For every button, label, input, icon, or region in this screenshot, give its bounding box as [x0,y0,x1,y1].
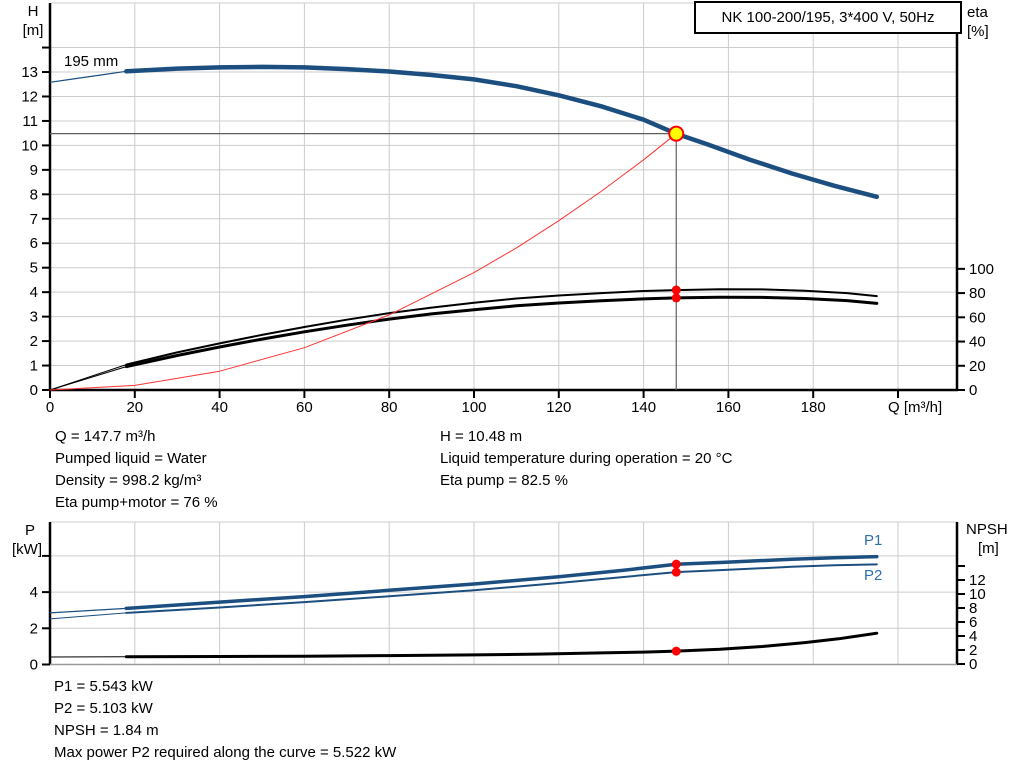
eta-pump-motor-curve [124,295,879,369]
pump-title-box: NK 100-200/195, 3*400 V, 50Hz [694,1,962,34]
y-right-axis-title: eta [967,4,989,21]
y-right-tick-label: 4 [969,628,977,645]
eta-pump-motor-thin-ext [49,366,127,391]
x-tick-label: 180 [801,399,826,416]
y-left-tick-label: 1 [30,358,38,375]
x-tick-label: 40 [211,399,228,416]
y-left-tick-label: 0 [30,382,38,399]
y-left-axis-title: [m] [23,22,44,39]
y-right-tick-label: 2 [969,642,977,659]
p2-curve [125,563,878,614]
y-left-axis-title: H [28,3,39,20]
p1-label: P1 [864,532,882,549]
y-left-tick-label: 12 [21,88,38,105]
y-left-tick-label: 2 [30,620,38,637]
y-right-axis-title: [%] [967,23,989,40]
y-left-tick-label: 0 [30,657,38,674]
y-left-tick-label: 4 [30,584,38,601]
eta-pump-motor-point [671,293,681,303]
y-left-tick-label: 13 [21,64,38,81]
y-left-tick-label: 2 [30,333,38,350]
y-right-tick-label: 0 [969,656,977,673]
y-left-tick-label: 5 [30,260,38,277]
x-tick-label: 120 [546,399,571,416]
x-axis-title: Q [m³/h] [888,399,942,416]
y-left-axis-title: P [25,522,35,539]
p1-value-text: P1 = 5.543 kW [54,678,153,695]
h-curve [124,64,880,200]
y-left-tick-label: 6 [30,235,38,252]
x-tick-label: 160 [716,399,741,416]
p1-point [671,559,681,569]
x-tick-label: 80 [381,399,398,416]
y-right-tick-label: 20 [969,358,986,375]
p2-value-text: P2 = 5.103 kW [54,700,153,717]
y-right-axis-title: [m] [978,540,999,557]
y-left-tick-label: 4 [30,284,38,301]
x-tick-label: 140 [631,399,656,416]
p1-thin-ext [49,607,127,614]
p2-label: P2 [864,567,882,584]
y-right-tick-label: 0 [969,382,977,399]
h-curve-thin-ext [49,70,127,83]
npsh-value-text: NPSH = 1.84 m [54,722,159,739]
y-right-axis-title: NPSH [966,521,1008,538]
y-left-tick-label: 7 [30,211,38,228]
p1-curve [124,554,879,611]
eta-pump-curve [125,288,878,366]
x-tick-label: 100 [461,399,486,416]
impeller-diameter-label: 195 mm [64,53,118,70]
y-right-tick-label: 100 [969,261,994,278]
npsh-point [671,646,681,656]
y-left-tick-label: 11 [22,113,38,130]
pumped-liquid-text: Pumped liquid = Water [55,450,207,467]
max-power-text: Max power P2 required along the curve = … [54,744,397,761]
liquid-temp-text: Liquid temperature during operation = 20… [440,450,733,467]
eta-pump-text: Eta pump = 82.5 % [440,472,568,489]
npsh-curve [124,631,879,659]
y-left-tick-label: 9 [30,162,38,179]
eta-pump-motor-text: Eta pump+motor = 76 % [55,494,218,511]
y-right-tick-label: 12 [969,572,986,589]
density-text: Density = 998.2 kg/m³ [55,472,202,489]
p2-point [671,567,681,577]
x-tick-label: 0 [46,399,54,416]
y-right-tick-label: 8 [969,600,977,617]
duty-flow-text: Q = 147.7 m³/h [55,428,156,445]
duty-point-marker [668,125,685,142]
y-left-tick-label: 3 [30,309,38,326]
y-right-tick-label: 6 [969,614,977,631]
y-left-tick-label: 8 [30,186,38,203]
y-left-tick-label: 10 [21,137,38,154]
y-left-axis-title: [kW] [12,541,42,558]
p2-thin-ext [49,612,127,620]
duty-head-text: H = 10.48 m [440,428,523,445]
y-right-tick-label: 60 [969,309,986,326]
eta-pump-point [671,285,681,295]
y-right-tick-label: 10 [969,586,986,603]
x-tick-label: 20 [126,399,143,416]
system-curve [49,133,677,391]
y-right-tick-label: 80 [969,285,986,302]
x-tick-label: 60 [296,399,313,416]
y-right-tick-label: 40 [969,334,986,351]
